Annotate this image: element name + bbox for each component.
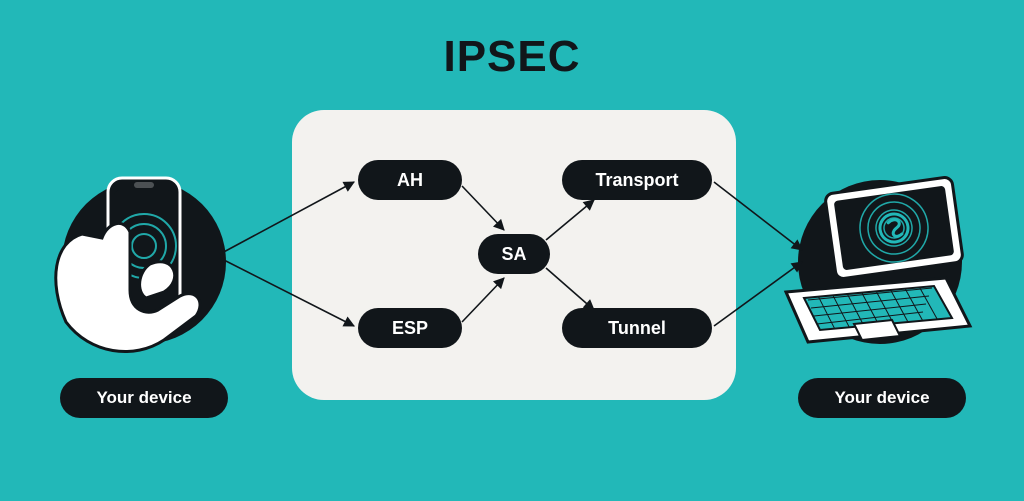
diagram-canvas: IPSEC AH ESP SA Transport Tunnel Your de… — [0, 0, 1024, 501]
diagram-title: IPSEC — [443, 32, 580, 82]
left-label-text: Your device — [96, 388, 191, 408]
node-tunnel-label: Tunnel — [608, 318, 666, 339]
node-tunnel: Tunnel — [562, 308, 712, 348]
left-device-circle — [62, 180, 226, 344]
node-esp-label: ESP — [392, 318, 428, 339]
node-ah: AH — [358, 160, 462, 200]
right-device-circle — [798, 180, 962, 344]
node-esp: ESP — [358, 308, 462, 348]
node-ah-label: AH — [397, 170, 423, 191]
node-transport-label: Transport — [595, 170, 678, 191]
left-device-label: Your device — [60, 378, 228, 418]
node-transport: Transport — [562, 160, 712, 200]
node-sa: SA — [478, 234, 550, 274]
node-sa-label: SA — [501, 244, 526, 265]
right-device-label: Your device — [798, 378, 966, 418]
right-label-text: Your device — [834, 388, 929, 408]
